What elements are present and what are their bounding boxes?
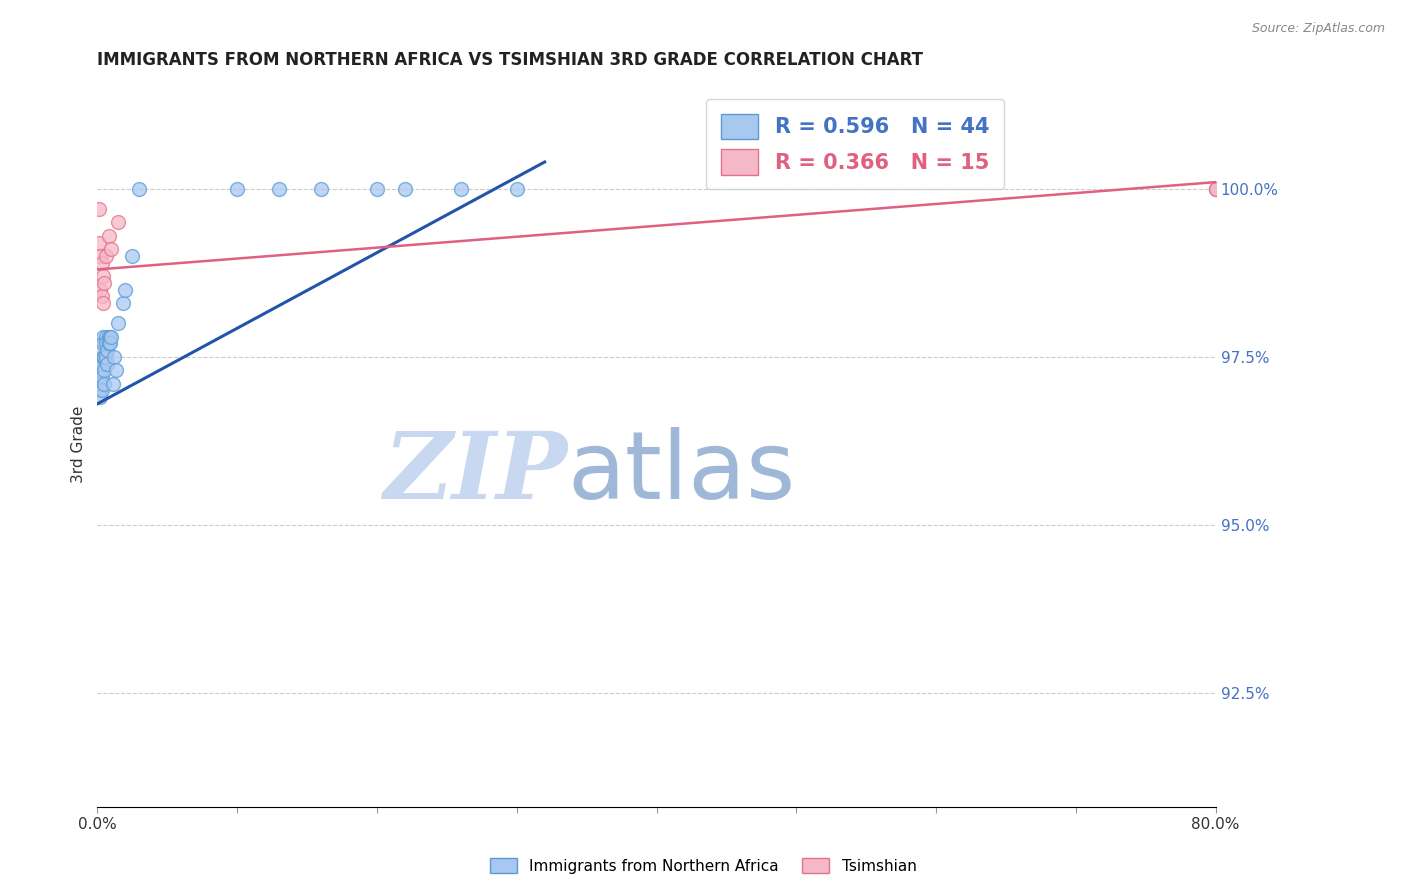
Point [104, 363, 127, 377]
Point [90, 256, 112, 270]
Point [111, 296, 134, 310]
Point [91, 296, 114, 310]
Point [94, 249, 117, 263]
Legend: Immigrants from Northern Africa, Tsimshian: Immigrants from Northern Africa, Tsimshi… [484, 852, 922, 880]
Point [89, 390, 111, 404]
Point [96, 357, 118, 371]
Point [94, 336, 117, 351]
Point [89, 283, 111, 297]
Point [90, 384, 112, 398]
Point [96, 343, 118, 357]
Point [128, 182, 150, 196]
Point [97, 329, 120, 343]
Point [93, 363, 115, 377]
Point [98, 336, 121, 351]
Point [89, 363, 111, 377]
Point [91, 269, 114, 284]
Point [93, 376, 115, 391]
Point [90, 343, 112, 357]
Point [97, 228, 120, 243]
Text: atlas: atlas [567, 427, 796, 519]
Point [89, 384, 111, 398]
Point [91, 350, 114, 364]
Point [91, 329, 114, 343]
Point [89, 376, 111, 391]
Point [98, 329, 121, 343]
Point [450, 182, 472, 196]
Point [87, 357, 110, 371]
Legend: R = 0.596   N = 44, R = 0.366   N = 15: R = 0.596 N = 44, R = 0.366 N = 15 [706, 99, 1004, 189]
Point [90, 357, 112, 371]
Point [1205, 182, 1227, 196]
Point [94, 350, 117, 364]
Point [90, 370, 112, 384]
Point [90, 289, 112, 303]
Y-axis label: 3rd Grade: 3rd Grade [72, 406, 86, 483]
Point [93, 276, 115, 290]
Point [1205, 182, 1227, 196]
Point [100, 329, 122, 343]
Text: IMMIGRANTS FROM NORTHERN AFRICA VS TSIMSHIAN 3RD GRADE CORRELATION CHART: IMMIGRANTS FROM NORTHERN AFRICA VS TSIMS… [97, 51, 924, 69]
Point [394, 182, 416, 196]
Point [101, 376, 124, 391]
Point [93, 350, 115, 364]
Point [87, 202, 110, 216]
Point [267, 182, 290, 196]
Point [107, 316, 129, 330]
Text: ZIP: ZIP [382, 428, 567, 518]
Point [87, 235, 110, 250]
Point [121, 249, 143, 263]
Text: Source: ZipAtlas.com: Source: ZipAtlas.com [1251, 22, 1385, 36]
Point [226, 182, 249, 196]
Point [103, 350, 125, 364]
Point [94, 329, 117, 343]
Point [89, 249, 111, 263]
Point [114, 283, 136, 297]
Point [309, 182, 332, 196]
Point [100, 243, 122, 257]
Point [87, 370, 110, 384]
Point [97, 336, 120, 351]
Point [107, 215, 129, 229]
Point [1205, 182, 1227, 196]
Point [506, 182, 529, 196]
Point [366, 182, 388, 196]
Point [89, 357, 111, 371]
Point [91, 336, 114, 351]
Point [87, 376, 110, 391]
